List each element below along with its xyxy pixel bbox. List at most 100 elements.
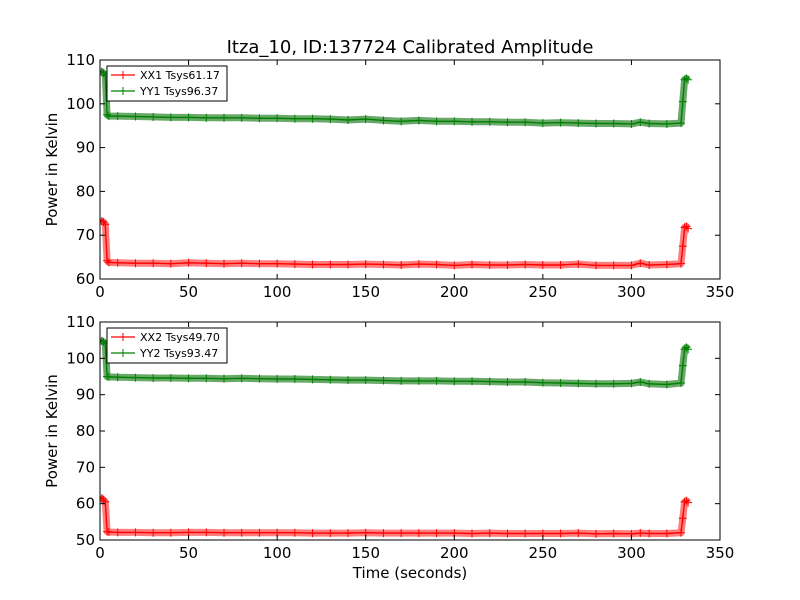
data-point — [682, 496, 691, 505]
y-tick-label: 100 — [66, 95, 95, 113]
data-point — [485, 377, 494, 386]
legend: XX2 Tsys49.70 YY2 Tsys93.47 — [106, 327, 228, 364]
data-point — [100, 494, 106, 503]
x-tick-label: 200 — [440, 544, 469, 562]
data-point — [574, 529, 583, 538]
data-point — [485, 260, 494, 269]
data-point — [255, 259, 264, 268]
data-point — [397, 117, 406, 126]
y-tick-label: 80 — [76, 422, 95, 440]
data-point — [414, 260, 423, 269]
data-point — [237, 259, 246, 268]
data-point — [326, 375, 335, 384]
data-point — [100, 67, 106, 76]
data-point — [237, 374, 246, 383]
data-point — [220, 528, 228, 537]
data-point — [662, 529, 671, 538]
data-point — [414, 376, 423, 385]
y-tick-label: 90 — [76, 386, 95, 404]
series-band-xx — [100, 217, 691, 269]
data-point — [432, 376, 441, 385]
data-point — [609, 529, 618, 538]
subplot-2: 0 50 100 150 200 250 300 3505060708090100110Pow… — [43, 313, 734, 582]
data-point — [308, 375, 317, 384]
data-point — [149, 112, 158, 121]
y-tick-label: 90 — [76, 139, 95, 157]
legend-marker — [119, 349, 127, 357]
data-point — [468, 117, 476, 126]
legend-marker — [119, 333, 127, 341]
data-point — [104, 258, 113, 267]
data-point — [379, 116, 388, 125]
data-point — [184, 374, 193, 383]
data-point — [677, 379, 686, 388]
data-point — [680, 223, 689, 232]
data-point — [636, 377, 645, 386]
data-point — [361, 376, 370, 385]
data-point — [574, 379, 583, 388]
data-point — [556, 379, 565, 388]
data-point — [684, 75, 693, 84]
data-point — [113, 373, 122, 382]
data-point — [627, 119, 636, 128]
data-point — [290, 114, 299, 123]
data-point — [677, 528, 686, 537]
data-point — [556, 260, 565, 269]
data-point — [503, 529, 512, 538]
data-point — [414, 116, 423, 125]
data-point — [344, 529, 352, 538]
data-point — [149, 259, 158, 268]
data-point — [397, 376, 406, 385]
data-point — [220, 259, 228, 268]
data-point — [326, 115, 335, 124]
data-point — [609, 379, 618, 388]
legend: XX1 Tsys61.17 YY1 Tsys96.37 — [106, 65, 228, 102]
data-point — [237, 113, 246, 122]
legend-box — [106, 65, 228, 102]
data-point — [103, 256, 112, 265]
x-tick-label: 350 — [706, 544, 735, 562]
y-tick-label: 100 — [66, 349, 95, 367]
data-point — [468, 529, 476, 538]
data-point — [485, 529, 494, 538]
x-tick-label: 0 — [95, 283, 105, 301]
data-point — [166, 373, 175, 382]
data-point — [184, 258, 193, 267]
data-point — [100, 215, 104, 224]
data-point — [574, 119, 583, 128]
y-axis-label: Power in Kelvin — [43, 113, 61, 227]
data-point — [592, 529, 600, 538]
data-point — [636, 529, 645, 538]
data-point — [273, 114, 282, 123]
data-point — [255, 114, 264, 123]
data-point — [678, 242, 687, 251]
data-point — [326, 529, 335, 538]
data-point — [131, 373, 140, 382]
data-point — [574, 260, 583, 269]
data-point — [166, 528, 175, 537]
data-point — [645, 260, 654, 269]
data-point — [100, 66, 104, 75]
y-tick-label: 50 — [76, 531, 95, 549]
subplot-1: 0 50 100 150 200 250 300 350 60 70 80 90 100 110 Power… — [43, 51, 734, 301]
data-point — [682, 343, 691, 352]
series-band-xx — [100, 494, 691, 538]
data-point — [468, 377, 476, 386]
data-point — [521, 118, 530, 127]
data-point — [113, 258, 122, 267]
axes-frame — [99, 59, 721, 280]
data-point — [450, 377, 459, 386]
data-point — [273, 375, 282, 384]
data-point — [636, 259, 645, 268]
data-point — [609, 119, 618, 128]
data-point — [538, 119, 547, 128]
data-point — [104, 112, 113, 121]
data-point — [166, 259, 175, 268]
data-point — [521, 529, 530, 538]
data-point — [662, 260, 671, 269]
data-point — [166, 113, 175, 122]
legend-label: XX1 Tsys61.17 — [140, 69, 220, 82]
data-point — [202, 528, 211, 537]
data-point — [678, 361, 687, 370]
data-point — [113, 112, 122, 121]
